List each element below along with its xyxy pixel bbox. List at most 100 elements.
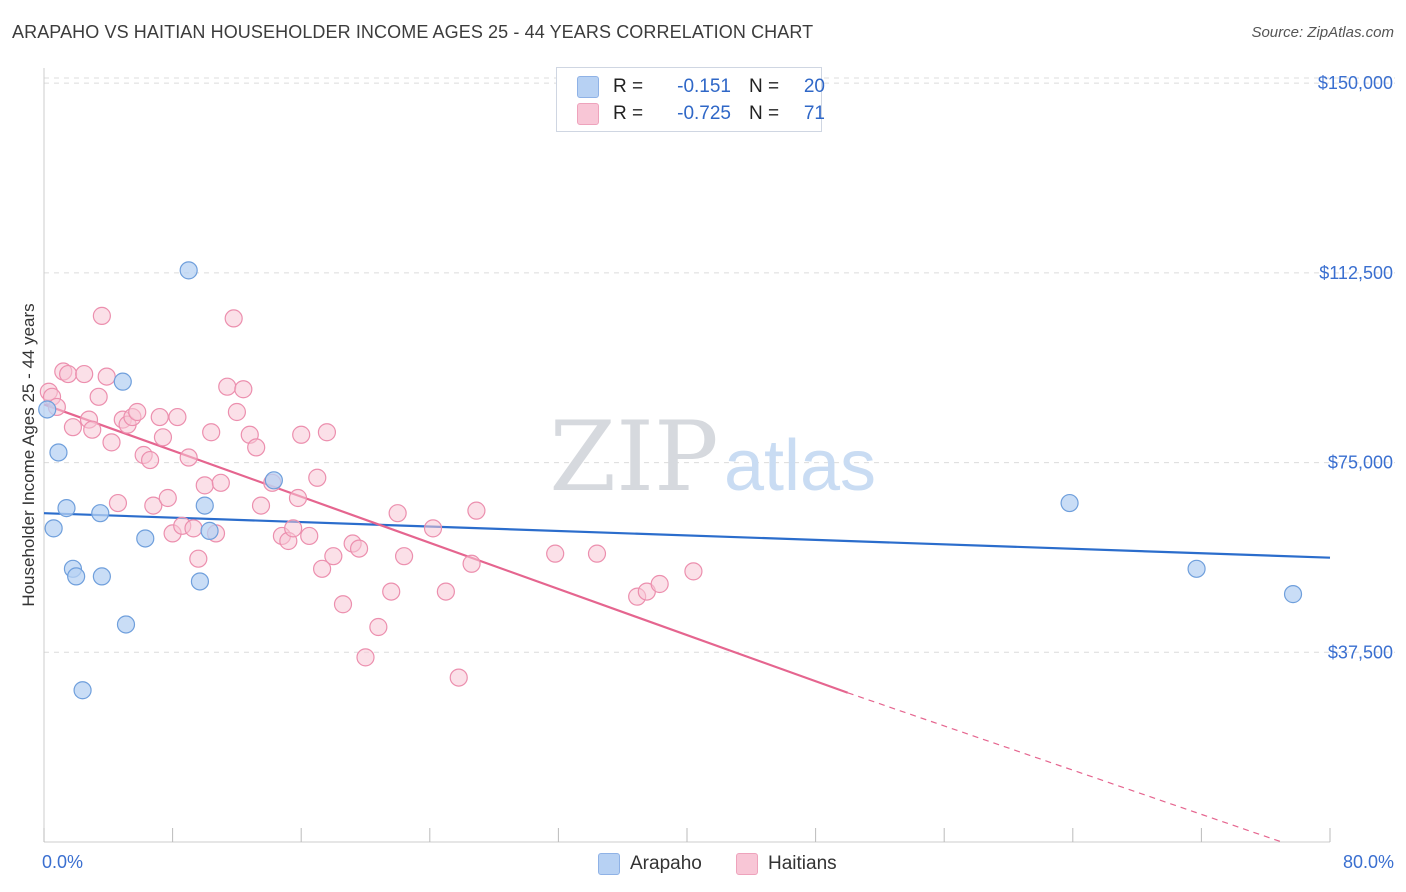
arapaho-point (200, 521, 219, 540)
haitians-point (59, 364, 78, 384)
haitians-point (324, 547, 343, 566)
watermark-atlas: atlas (724, 426, 876, 506)
haitians-point (312, 559, 332, 578)
haitians-legend-label: Haitians (768, 853, 837, 874)
arapaho-point (1283, 585, 1303, 604)
r-value: -0.725 (677, 103, 731, 124)
haitians-point (83, 420, 102, 439)
arapaho-trend-line (43, 512, 1331, 559)
y-tick-label: $112,500 (1319, 263, 1393, 283)
arapaho-point (57, 499, 76, 518)
haitians-point (189, 549, 208, 568)
r-label: R = (613, 76, 644, 97)
axes (43, 68, 1331, 843)
arapaho-point (73, 681, 92, 700)
haitians-point (349, 539, 369, 558)
haitians-point (168, 407, 187, 427)
arapaho-point (264, 471, 283, 490)
haitians-point (224, 309, 243, 328)
trend-lines (43, 403, 1331, 843)
arapaho-point (195, 496, 214, 515)
haitians-point (462, 554, 481, 573)
haitians-point (251, 496, 271, 515)
data-points (38, 261, 1303, 700)
haitians-point (292, 425, 311, 444)
haitians-point (394, 547, 414, 566)
chart-title: ARAPAHO VS HAITIAN HOUSEHOLDER INCOME AG… (12, 22, 814, 42)
correlation-legend: R = -0.151 N = 20 R = -0.725 N = 71 (556, 67, 825, 132)
haitians-point (284, 519, 303, 538)
haitians-point (63, 418, 83, 437)
y-tick-label: $75,000 (1328, 453, 1393, 473)
arapaho-point (190, 572, 210, 591)
haitians-point (308, 468, 327, 487)
arapaho-swatch (577, 76, 599, 98)
legend-row-haitians: R = -0.725 N = 71 (577, 102, 825, 126)
y-tick-label: $37,500 (1328, 642, 1393, 662)
haitians-point (382, 582, 401, 601)
arapaho-point (1060, 493, 1079, 513)
x-tick-max: 80.0% (1342, 852, 1394, 872)
haitians-point (356, 648, 375, 667)
n-value: 20 (803, 76, 825, 97)
n-value: 71 (803, 103, 825, 124)
haitians-point (388, 504, 407, 523)
r-label: R = (613, 103, 644, 124)
arapaho-point (92, 567, 111, 586)
haitians-point (288, 488, 308, 508)
haitians-point (234, 380, 253, 399)
n-label: N = (749, 76, 780, 97)
haitians-point (300, 526, 319, 546)
haitians-point (140, 450, 160, 470)
haitians-point (102, 433, 121, 452)
haitians-point (247, 438, 266, 457)
y-axis-label: Householder Income Ages 25 - 44 years (19, 303, 38, 606)
bottom-legend-arapaho: Arapaho (598, 851, 702, 877)
haitians-trend-line (43, 403, 849, 694)
haitians-point (218, 377, 237, 396)
haitians-point (449, 668, 468, 687)
y-tick-label: $150,000 (1318, 73, 1393, 93)
haitians-trend-extension (847, 692, 1282, 843)
haitians-point (150, 407, 169, 427)
source-credit: Source: ZipAtlas.com (1251, 24, 1394, 41)
arapaho-point (1187, 559, 1206, 578)
haitians-point (97, 367, 116, 386)
haitians-point (75, 364, 94, 384)
haitians-point (587, 544, 607, 563)
arapaho-point (67, 567, 86, 586)
haitians-point (128, 402, 147, 422)
haitians-point (423, 519, 443, 538)
haitians-point (317, 423, 337, 442)
arapaho-point (136, 529, 155, 548)
haitians-point (369, 617, 388, 637)
arapaho-point (116, 615, 136, 634)
haitians-point (108, 493, 128, 513)
haitians-point (650, 574, 669, 594)
haitians-legend-swatch (736, 853, 758, 875)
r-value: -0.151 (677, 76, 731, 97)
haitians-point (467, 501, 486, 520)
arapaho-point (44, 519, 63, 538)
haitians-point (158, 488, 177, 508)
arapaho-point (113, 372, 132, 391)
haitians-point (436, 582, 455, 601)
arapaho-legend-label: Arapaho (630, 853, 702, 874)
n-label: N = (749, 103, 780, 124)
haitians-point (195, 476, 214, 495)
haitians-point (546, 544, 565, 563)
haitians-point (684, 562, 703, 581)
y-tick-labels: $37,500 $75,000 $112,500 $150,000 (1318, 73, 1393, 662)
haitians-point (227, 402, 246, 422)
haitians-point (202, 423, 221, 442)
arapaho-point (38, 400, 57, 419)
watermark-zip: ZIP (549, 401, 718, 513)
haitians-point (179, 448, 198, 467)
haitians-point (144, 496, 163, 515)
haitians-point (153, 428, 173, 447)
legend-row-arapaho: R = -0.151 N = 20 (577, 75, 825, 99)
haitians-swatch (577, 103, 599, 125)
arapaho-point (179, 261, 198, 280)
bottom-legend-haitians: Haitians (736, 851, 837, 877)
